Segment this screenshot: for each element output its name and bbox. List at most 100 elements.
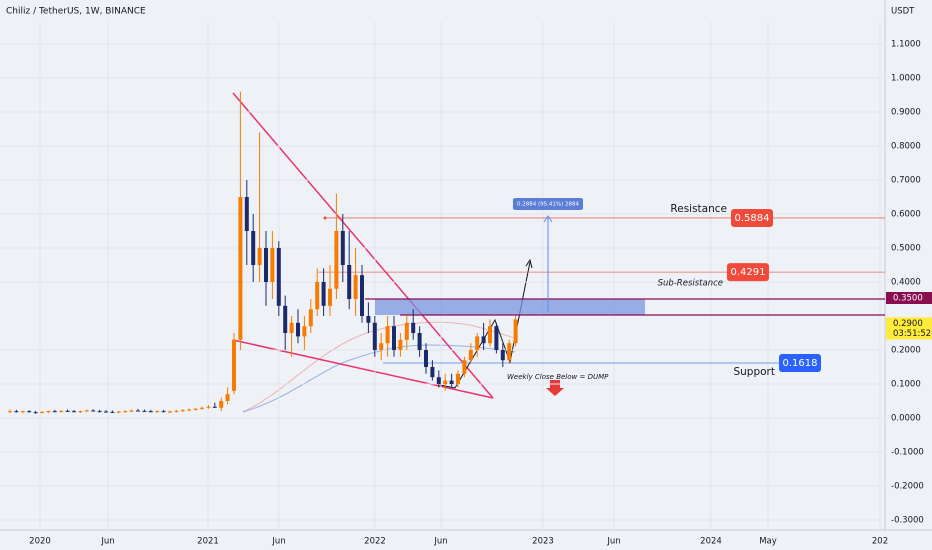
candle-body bbox=[180, 410, 185, 412]
candle-body bbox=[52, 411, 57, 413]
candle-body bbox=[302, 326, 307, 337]
price-tick-label: 0.2000 bbox=[891, 346, 921, 356]
candle-body bbox=[315, 282, 320, 310]
candle-body bbox=[398, 339, 403, 350]
price-tag-label: 0.4291 bbox=[731, 267, 766, 278]
price-tick-label: 0.5000 bbox=[891, 244, 921, 254]
level-name: Sub-Resistance bbox=[658, 279, 723, 289]
candle-body bbox=[238, 197, 243, 340]
candle-body bbox=[244, 197, 249, 231]
currency: USDT bbox=[891, 7, 915, 17]
candle-body bbox=[500, 350, 505, 361]
candle-body bbox=[33, 412, 38, 414]
candle-body bbox=[353, 275, 358, 299]
supply-zone bbox=[375, 299, 645, 315]
candle-body bbox=[27, 411, 32, 413]
candle-body bbox=[142, 410, 147, 412]
candle-body bbox=[507, 343, 512, 361]
candle-body bbox=[65, 410, 70, 412]
candle-body bbox=[251, 231, 256, 265]
price-tick-label: 0.4000 bbox=[891, 278, 921, 288]
time-tick-label: Jun bbox=[100, 537, 114, 547]
candle-body bbox=[116, 411, 121, 413]
candle-body bbox=[20, 411, 25, 413]
candle-body bbox=[417, 333, 422, 350]
price-tag bbox=[731, 208, 773, 227]
candle-body bbox=[59, 410, 64, 412]
candle-body bbox=[14, 411, 19, 413]
candle-body bbox=[328, 288, 332, 306]
price-tick-label: 0.9000 bbox=[891, 108, 921, 118]
time-tick-label: 2024 bbox=[700, 537, 722, 547]
candle-body bbox=[91, 410, 96, 412]
axis-tag bbox=[886, 292, 932, 304]
candle-body bbox=[494, 326, 499, 350]
candle-body bbox=[436, 377, 441, 384]
price-tick-label: 0.0000 bbox=[891, 414, 921, 424]
candle-body bbox=[155, 411, 160, 413]
candle-body bbox=[97, 411, 102, 413]
candle-body bbox=[385, 326, 390, 344]
measure-box bbox=[513, 198, 583, 210]
candle-body bbox=[264, 248, 268, 282]
price-tag-label: 0.5884 bbox=[735, 213, 770, 224]
candle-body bbox=[366, 316, 371, 323]
candle-body bbox=[212, 406, 217, 408]
symbol-title: Chiliz / TetherUS, 1W, BINANCE bbox=[6, 7, 146, 17]
candle-body bbox=[462, 360, 467, 374]
candle-body bbox=[404, 322, 409, 340]
candle-body bbox=[40, 411, 44, 413]
candle-body bbox=[148, 411, 153, 413]
anchor-dot bbox=[323, 216, 327, 220]
time-tick-label: 2023 bbox=[532, 537, 554, 547]
candle-body bbox=[449, 380, 454, 384]
price-tick-label: -0.3000 bbox=[891, 516, 924, 526]
candle-body bbox=[424, 350, 428, 367]
candle-body bbox=[168, 411, 172, 413]
candle-body bbox=[379, 343, 384, 350]
candle-body bbox=[513, 319, 518, 344]
candle-body bbox=[308, 309, 313, 327]
level-name: Resistance bbox=[670, 203, 727, 215]
candle-body bbox=[206, 406, 211, 408]
price-tick-label: -0.2000 bbox=[891, 482, 924, 492]
candle-body bbox=[129, 410, 134, 412]
candle-body bbox=[289, 322, 294, 333]
candle-body bbox=[360, 275, 364, 316]
candle-body bbox=[296, 322, 300, 337]
candle-body bbox=[174, 410, 179, 412]
candle-body bbox=[430, 367, 435, 378]
candle-body bbox=[468, 350, 473, 361]
candle-body bbox=[84, 410, 89, 412]
price-tick-label: 1.0000 bbox=[891, 74, 921, 84]
time-tick-label: Jun bbox=[271, 537, 285, 547]
candle-body bbox=[200, 407, 204, 409]
candle-body bbox=[283, 305, 288, 333]
candle-body bbox=[372, 322, 377, 350]
time-tick-label: May bbox=[759, 537, 777, 547]
candle-body bbox=[270, 248, 275, 282]
candle-body bbox=[193, 408, 198, 410]
level-name: Support bbox=[733, 366, 775, 378]
time-tick-label: Jun bbox=[606, 537, 620, 547]
candle-body bbox=[334, 231, 339, 289]
projection-arrow bbox=[525, 258, 533, 269]
candle-body bbox=[481, 336, 486, 344]
candle-body bbox=[276, 248, 281, 306]
axis-tag-label: 0.2900 bbox=[893, 319, 923, 329]
price-tick-label: -0.1000 bbox=[891, 448, 924, 458]
price-tag bbox=[779, 353, 821, 372]
candle-body bbox=[123, 411, 128, 413]
candle-body bbox=[392, 326, 396, 350]
time-tick-label: 202 bbox=[872, 537, 888, 547]
candle-body bbox=[110, 411, 115, 413]
price-tag-label: 0.1618 bbox=[783, 358, 818, 369]
candle-body bbox=[72, 411, 76, 413]
measure-label: 0.2884 (95.41%) 2884 bbox=[517, 202, 580, 208]
candle-body bbox=[78, 411, 83, 413]
candle-body bbox=[488, 326, 492, 344]
price-tick-label: 0.6000 bbox=[891, 210, 921, 220]
dump-note: Weekly Close Below = DUMP bbox=[507, 373, 609, 381]
time-tick-label: 2021 bbox=[197, 537, 219, 547]
